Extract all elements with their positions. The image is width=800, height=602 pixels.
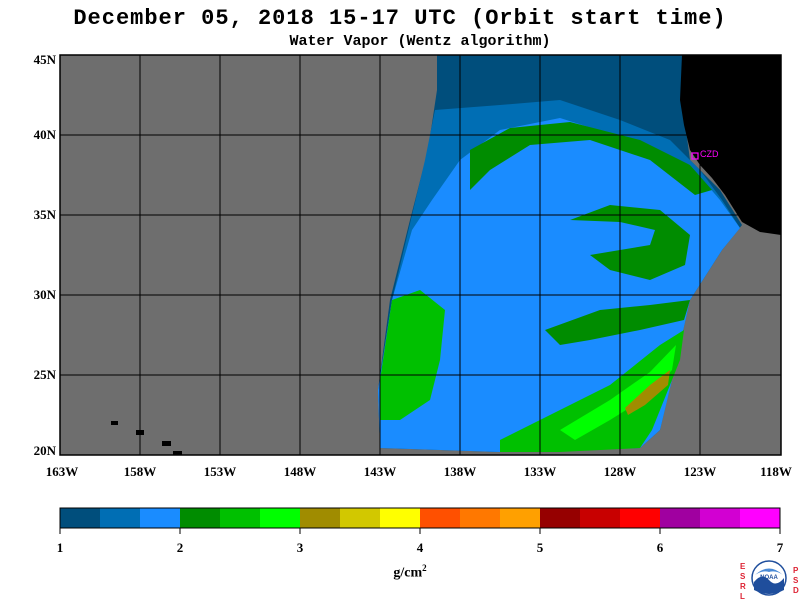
colorbar-tick-label: 6 — [657, 540, 664, 555]
colorbar-swatch — [740, 508, 781, 528]
lat-label: 40N — [34, 127, 57, 142]
colorbar-swatch — [580, 508, 621, 528]
logo-letter: S — [740, 572, 746, 581]
logo-letter: S — [793, 576, 799, 585]
station-label: CZD — [700, 149, 719, 159]
map-title: December 05, 2018 15-17 UTC (Orbit start… — [73, 6, 727, 31]
colorbar-tick-label: 2 — [177, 540, 184, 555]
colorbar-swatch — [260, 508, 301, 528]
colorbar-swatch — [100, 508, 141, 528]
esrl-letters: E S R L — [740, 562, 746, 602]
swath-green-south — [500, 330, 684, 452]
lat-label: 30N — [34, 287, 57, 302]
colorbar-tick-label: 4 — [417, 540, 424, 555]
lat-label: 25N — [34, 367, 57, 382]
map-border — [59, 54, 782, 456]
lon-label: 133W — [524, 464, 557, 479]
island-hawaii — [173, 451, 182, 455]
colorbar-swatch — [420, 508, 461, 528]
latitude-labels: 45N 40N 35N 30N 25N 20N — [34, 52, 57, 458]
colorbar-tick-label: 7 — [777, 540, 784, 555]
logo-letter: P — [793, 566, 799, 575]
logo-letter: R — [740, 582, 746, 591]
logo-letter: E — [740, 562, 746, 571]
colorbar-swatch — [300, 508, 341, 528]
swath-green-west — [380, 290, 445, 420]
colorbar-swatch — [60, 508, 101, 528]
colorbar-swatch — [540, 508, 581, 528]
colorbar-swatch — [380, 508, 421, 528]
lon-label: 118W — [760, 464, 792, 479]
colorbar-swatch — [340, 508, 381, 528]
logo-letter: L — [740, 592, 745, 601]
swath-green-spiral — [570, 205, 690, 280]
colorbar-swatch — [660, 508, 701, 528]
land-north-america — [680, 55, 781, 235]
colorbar-swatch — [460, 508, 501, 528]
swath-green-band-north — [470, 122, 712, 195]
lat-label: 45N — [34, 52, 57, 67]
colorbar-units: g/cm2 — [380, 563, 440, 582]
colorbar-swatch — [180, 508, 221, 528]
island-maui — [162, 441, 171, 446]
swath-bright-green-streak — [560, 345, 676, 440]
lon-label: 153W — [204, 464, 237, 479]
longitude-labels: 163W 158W 153W 148W 143W 138W 133W 128W … — [46, 464, 792, 479]
lat-label: 35N — [34, 207, 57, 222]
colorbar-swatch — [500, 508, 541, 528]
colorbar-tick-label: 1 — [57, 540, 64, 555]
colorbar-swatch — [700, 508, 741, 528]
lon-label: 158W — [124, 464, 157, 479]
swath-green-arc — [545, 300, 690, 345]
graticule — [60, 55, 781, 455]
lon-label: 143W — [364, 464, 397, 479]
colorbar — [60, 508, 781, 528]
psd-letters: P S D — [793, 566, 799, 596]
lon-label: 163W — [46, 464, 79, 479]
lat-label: 20N — [34, 443, 57, 458]
units-superscript: 2 — [422, 563, 427, 573]
map-subtitle: Water Vapor (Wentz algorithm) — [289, 33, 551, 50]
colorbar-tick-label: 3 — [297, 540, 304, 555]
lon-label: 148W — [284, 464, 317, 479]
colorbar-ticks: 1 2 3 4 5 6 7 — [57, 528, 784, 555]
station-marker-icon — [691, 152, 699, 160]
units-text: g/cm — [393, 565, 423, 581]
island-kauai — [111, 421, 118, 425]
swath-olive-core — [625, 370, 670, 415]
lon-label: 128W — [604, 464, 637, 479]
colorbar-swatch — [220, 508, 261, 528]
colorbar-swatch — [140, 508, 181, 528]
lon-label: 123W — [684, 464, 717, 479]
colorbar-tick-label: 5 — [537, 540, 544, 555]
colorbar-swatch — [620, 508, 661, 528]
lon-label: 138W — [444, 464, 477, 479]
map-area: CZD — [59, 54, 782, 456]
logo-letter: D — [793, 586, 799, 595]
station-marker: CZD — [691, 149, 719, 160]
